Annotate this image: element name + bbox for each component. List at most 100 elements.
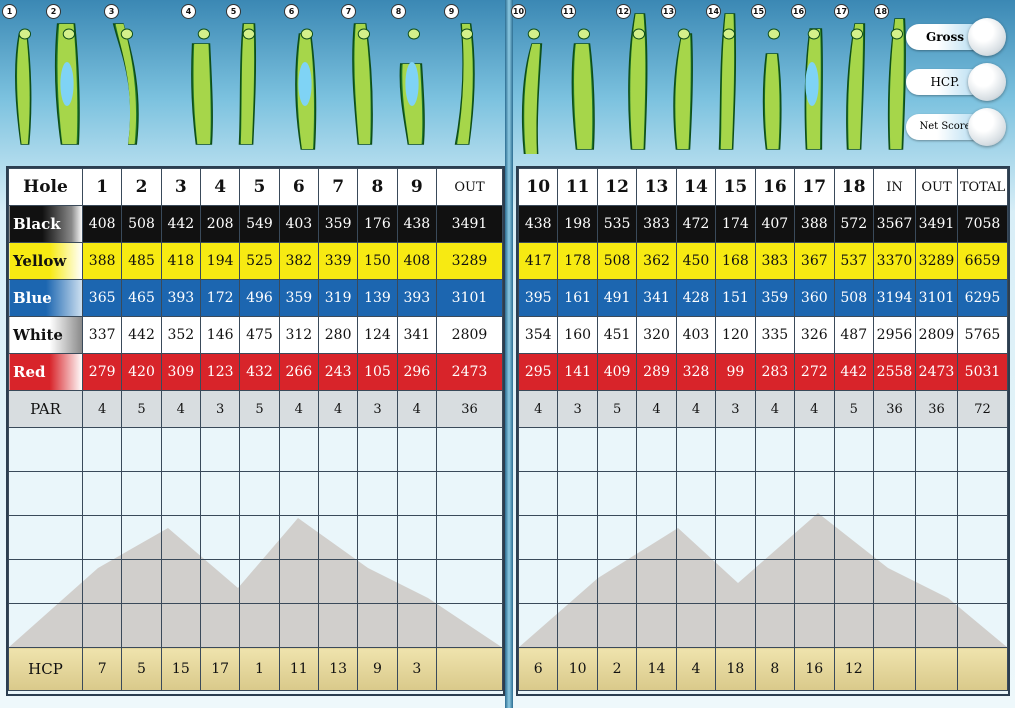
score-cell[interactable]: [317, 603, 359, 648]
score-cell[interactable]: [675, 603, 717, 648]
score-cell[interactable]: [81, 427, 123, 472]
score-cell[interactable]: [873, 427, 916, 472]
score-cell[interactable]: [436, 427, 503, 472]
player-name-cell[interactable]: [8, 559, 83, 604]
score-cell[interactable]: [396, 471, 438, 516]
score-cell[interactable]: [596, 515, 638, 560]
score-cell[interactable]: [915, 603, 958, 648]
score-cell[interactable]: [160, 471, 201, 516]
score-cell[interactable]: [278, 603, 319, 648]
score-cell[interactable]: [396, 603, 438, 648]
score-cell[interactable]: [915, 471, 958, 516]
score-cell[interactable]: [199, 559, 241, 604]
score-cell[interactable]: [317, 427, 359, 472]
score-cell[interactable]: [121, 427, 162, 472]
score-cell[interactable]: [794, 559, 835, 604]
score-cell[interactable]: [754, 427, 796, 472]
score-cell[interactable]: [873, 603, 916, 648]
score-cell[interactable]: [715, 559, 756, 604]
score-cell[interactable]: [357, 559, 398, 604]
score-cell[interactable]: [317, 559, 359, 604]
score-cell[interactable]: [518, 603, 559, 648]
score-cell[interactable]: [675, 427, 717, 472]
score-cell[interactable]: [636, 427, 677, 472]
score-cell[interactable]: [317, 515, 359, 560]
score-cell[interactable]: [794, 471, 835, 516]
score-cell[interactable]: [239, 427, 280, 472]
score-cell[interactable]: [518, 427, 559, 472]
score-cell[interactable]: [436, 471, 503, 516]
score-cell[interactable]: [557, 427, 598, 472]
score-cell[interactable]: [357, 427, 398, 472]
score-cell[interactable]: [596, 559, 638, 604]
score-cell[interactable]: [873, 471, 916, 516]
score-cell[interactable]: [957, 603, 1008, 648]
score-cell[interactable]: [121, 471, 162, 516]
player-name-cell[interactable]: [8, 471, 83, 516]
score-cell[interactable]: [596, 603, 638, 648]
score-cell[interactable]: [794, 427, 835, 472]
score-cell[interactable]: [518, 515, 559, 560]
score-cell[interactable]: [357, 471, 398, 516]
score-cell[interactable]: [636, 471, 677, 516]
score-cell[interactable]: [239, 471, 280, 516]
player-name-cell[interactable]: [8, 603, 83, 648]
score-cell[interactable]: [160, 559, 201, 604]
score-cell[interactable]: [873, 559, 916, 604]
score-cell[interactable]: [957, 471, 1008, 516]
score-cell[interactable]: [239, 515, 280, 560]
score-cell[interactable]: [957, 427, 1008, 472]
score-cell[interactable]: [636, 603, 677, 648]
score-cell[interactable]: [278, 515, 319, 560]
score-cell[interactable]: [239, 603, 280, 648]
score-cell[interactable]: [915, 427, 958, 472]
score-cell[interactable]: [357, 515, 398, 560]
score-cell[interactable]: [436, 515, 503, 560]
score-cell[interactable]: [239, 559, 280, 604]
score-cell[interactable]: [596, 427, 638, 472]
score-cell[interactable]: [81, 603, 123, 648]
score-cell[interactable]: [199, 471, 241, 516]
score-cell[interactable]: [81, 515, 123, 560]
score-cell[interactable]: [715, 515, 756, 560]
score-cell[interactable]: [833, 559, 874, 604]
score-cell[interactable]: [557, 559, 598, 604]
score-cell[interactable]: [873, 515, 916, 560]
score-cell[interactable]: [121, 515, 162, 560]
score-cell[interactable]: [915, 515, 958, 560]
score-cell[interactable]: [715, 427, 756, 472]
score-cell[interactable]: [436, 603, 503, 648]
score-cell[interactable]: [121, 603, 162, 648]
score-cell[interactable]: [81, 471, 123, 516]
score-cell[interactable]: [396, 559, 438, 604]
score-cell[interactable]: [675, 559, 717, 604]
score-cell[interactable]: [636, 515, 677, 560]
score-cell[interactable]: [794, 515, 835, 560]
score-cell[interactable]: [81, 559, 123, 604]
score-cell[interactable]: [199, 515, 241, 560]
score-cell[interactable]: [715, 603, 756, 648]
score-cell[interactable]: [957, 559, 1008, 604]
score-cell[interactable]: [754, 471, 796, 516]
score-cell[interactable]: [160, 515, 201, 560]
score-cell[interactable]: [396, 427, 438, 472]
score-cell[interactable]: [596, 471, 638, 516]
score-cell[interactable]: [557, 603, 598, 648]
score-cell[interactable]: [518, 471, 559, 516]
player-name-cell[interactable]: [8, 515, 83, 560]
score-cell[interactable]: [915, 559, 958, 604]
score-cell[interactable]: [160, 427, 201, 472]
score-cell[interactable]: [436, 559, 503, 604]
score-cell[interactable]: [957, 515, 1008, 560]
score-cell[interactable]: [199, 427, 241, 472]
score-cell[interactable]: [199, 603, 241, 648]
score-cell[interactable]: [754, 603, 796, 648]
score-cell[interactable]: [278, 427, 319, 472]
score-cell[interactable]: [754, 559, 796, 604]
score-cell[interactable]: [794, 603, 835, 648]
score-cell[interactable]: [833, 603, 874, 648]
score-cell[interactable]: [317, 471, 359, 516]
score-cell[interactable]: [278, 559, 319, 604]
score-cell[interactable]: [396, 515, 438, 560]
player-name-cell[interactable]: [8, 427, 83, 472]
